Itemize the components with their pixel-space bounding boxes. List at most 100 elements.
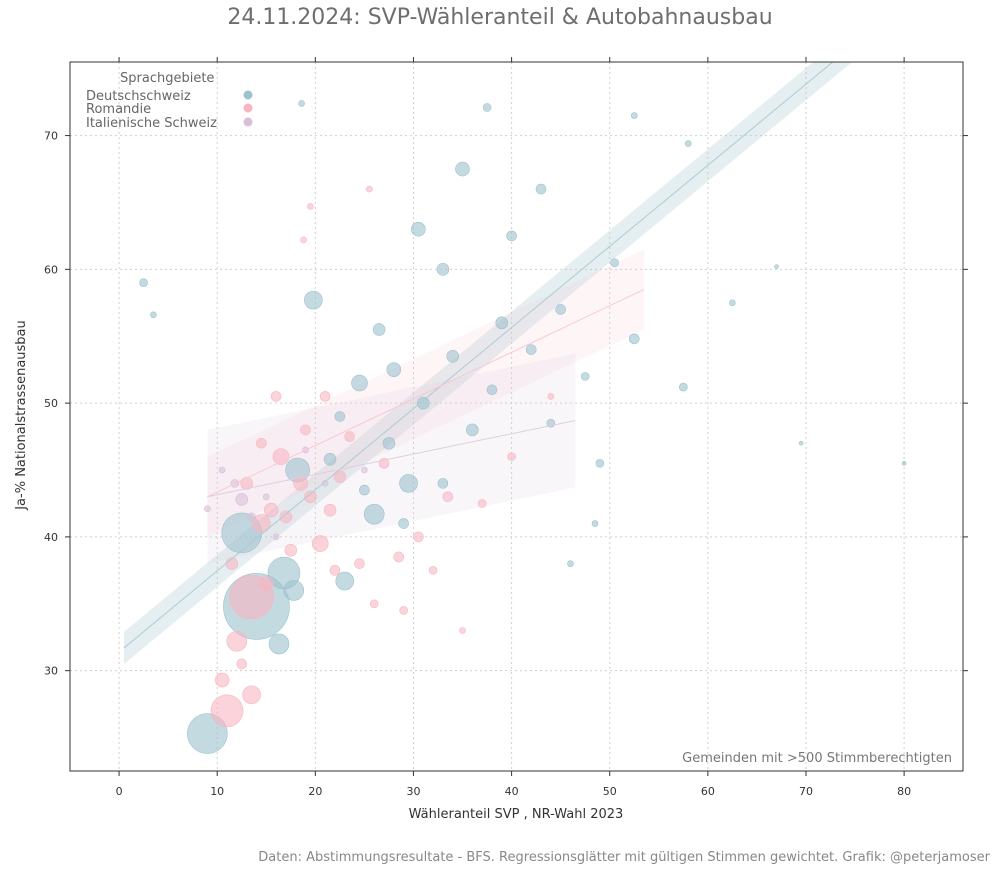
- regression-line: [207, 420, 576, 498]
- data-point: [319, 391, 331, 402]
- data-point: [436, 263, 450, 276]
- data-point: [323, 453, 337, 466]
- x-tick-label: 30: [406, 785, 420, 798]
- y-tick-label: 70: [44, 130, 58, 143]
- y-tick-label: 50: [44, 397, 58, 410]
- data-point: [798, 440, 804, 446]
- data-point: [729, 299, 736, 307]
- data-point: [272, 448, 290, 465]
- x-tick-label: 20: [308, 785, 322, 798]
- data-point: [210, 694, 244, 728]
- data-point: [247, 512, 256, 522]
- data-point: [382, 436, 396, 450]
- data-point: [482, 103, 492, 112]
- data-point: [252, 514, 271, 533]
- data-point: [263, 502, 279, 518]
- data-point: [591, 520, 599, 527]
- data-point: [262, 493, 270, 501]
- data-point: [416, 396, 430, 410]
- data-point: [236, 658, 248, 670]
- data-point: [344, 431, 355, 442]
- data-point: [225, 557, 239, 570]
- data-point: [547, 393, 555, 400]
- data-point: [359, 484, 370, 496]
- data-point: [679, 382, 688, 392]
- y-axis-label: Ja-% Nationalstrassenausbau: [14, 320, 29, 511]
- x-tick-label: 40: [505, 785, 519, 798]
- data-point: [428, 566, 438, 575]
- data-point: [270, 391, 282, 402]
- regression-line: [207, 288, 645, 498]
- data-point: [455, 161, 470, 177]
- data-point: [610, 258, 619, 267]
- regression-lines: [123, 62, 834, 649]
- data-point: [307, 203, 314, 210]
- data-point: [354, 558, 365, 569]
- data-point: [595, 459, 605, 468]
- x-axis-label: Wähleranteil SVP , NR-Wahl 2023: [409, 807, 624, 822]
- data-point: [323, 503, 337, 517]
- data-point: [535, 183, 547, 195]
- data-point: [369, 599, 379, 609]
- data-point: [386, 362, 402, 377]
- data-point: [901, 461, 907, 466]
- data-point: [272, 533, 280, 541]
- data-point: [399, 474, 418, 493]
- data-point: [506, 230, 517, 242]
- grid: [70, 62, 963, 771]
- data-point: [304, 290, 323, 310]
- x-tick-label: 10: [210, 785, 224, 798]
- data-point: [477, 499, 487, 508]
- data-point: [459, 627, 466, 634]
- data-point: [283, 580, 305, 601]
- data-point: [372, 323, 386, 336]
- plot-frame: [69, 61, 964, 772]
- data-point: [495, 316, 509, 330]
- data-point: [242, 685, 261, 705]
- x-tick-label: 60: [701, 785, 715, 798]
- data-point: [366, 185, 373, 193]
- data-point: [413, 531, 424, 543]
- data-point: [393, 551, 405, 563]
- data-point: [567, 560, 574, 567]
- data-point: [300, 424, 311, 436]
- data-point: [399, 606, 408, 615]
- legend-label-deutschschweiz: Deutschschweiz: [86, 89, 191, 104]
- data-point: [218, 466, 226, 474]
- data-point: [334, 411, 346, 422]
- data-point: [555, 304, 566, 315]
- data-point: [333, 470, 347, 483]
- data-point: [363, 503, 385, 525]
- x-tick-label: 80: [897, 785, 911, 798]
- regression-line: [123, 62, 834, 649]
- data-point: [507, 452, 516, 461]
- data-point: [630, 112, 638, 119]
- x-tick-label: 50: [603, 785, 617, 798]
- data-point: [293, 476, 308, 491]
- chart-title: 24.11.2024: SVP-Wähleranteil & Autobahna…: [227, 5, 772, 30]
- data-point: [580, 372, 590, 381]
- x-tick-label: 0: [116, 785, 123, 798]
- data-point: [486, 384, 498, 396]
- data-point: [628, 333, 640, 345]
- data-point: [150, 311, 157, 319]
- legend-marker-italienische-schweiz: [243, 117, 253, 127]
- data-point: [351, 374, 368, 392]
- axis-ticks: 0 10 20 30 40 50 60 70 80 30 40 50 60 70: [44, 57, 968, 798]
- data-point: [226, 630, 248, 652]
- y-tick-label: 30: [44, 665, 58, 678]
- data-point: [240, 477, 253, 490]
- legend-label-romandie: Romandie: [86, 102, 151, 117]
- legend-marker-romandie: [243, 103, 253, 113]
- data-point: [298, 100, 305, 107]
- legend-title: Sprachgebiete: [120, 71, 214, 86]
- annotation-note: Gemeinden mit >500 Stimmberechtigten: [682, 751, 952, 766]
- data-point: [235, 493, 249, 506]
- data-point: [311, 535, 329, 552]
- scatter-points: [139, 100, 907, 754]
- data-point: [442, 491, 454, 503]
- data-point: [361, 466, 368, 474]
- data-point: [268, 633, 290, 655]
- legend-label-italienische-schweiz: Italienische Schweiz: [86, 116, 217, 131]
